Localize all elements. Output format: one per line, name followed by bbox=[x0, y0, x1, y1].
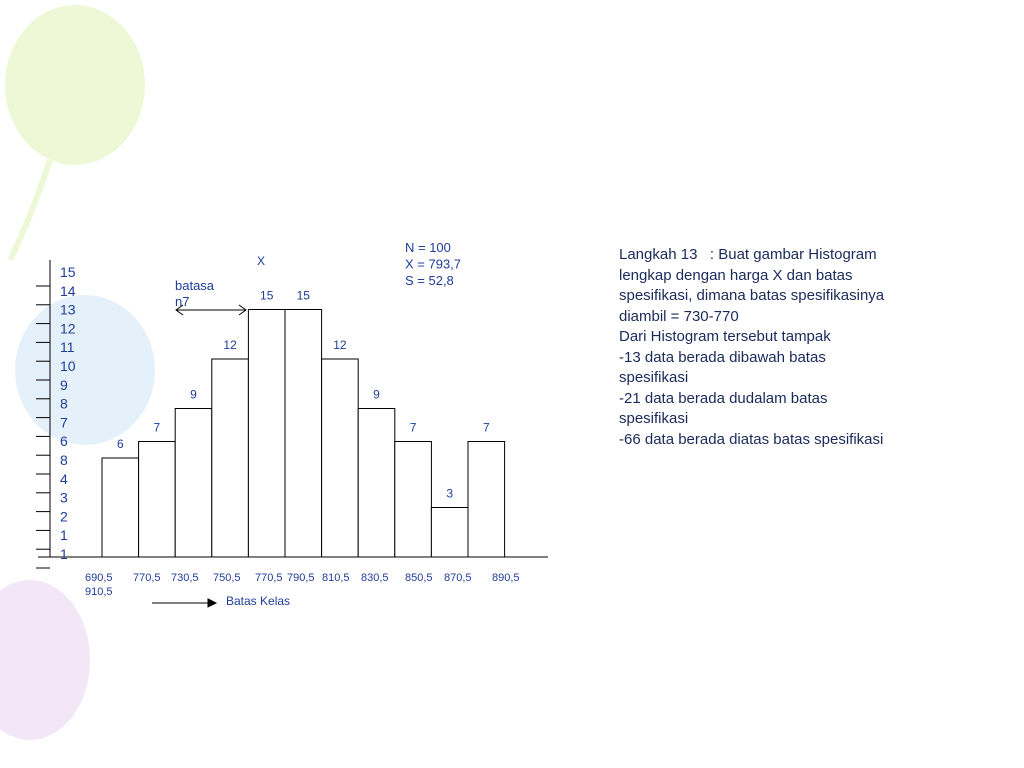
text-line: -66 data berada diatas batas spesifikasi bbox=[619, 430, 884, 448]
bar bbox=[394, 441, 432, 558]
y-axis-label: 15 bbox=[60, 264, 76, 280]
bar-label: 3 bbox=[446, 487, 453, 501]
y-axis-label: 10 bbox=[60, 358, 76, 374]
bar-label: 7 bbox=[410, 421, 417, 435]
x-axis-label: 790,5 bbox=[287, 572, 315, 584]
x-axis-label: 890,5 bbox=[492, 572, 520, 584]
x-axis-label: 770,5 bbox=[133, 572, 161, 584]
bar-label: 7 bbox=[483, 421, 490, 435]
y-axis-label: 11 bbox=[60, 339, 75, 355]
limit-arrow bbox=[175, 304, 247, 316]
bar bbox=[247, 309, 286, 558]
bar bbox=[138, 441, 176, 558]
stat: N = 100 bbox=[405, 240, 451, 255]
bar-label: 6 bbox=[117, 437, 124, 451]
text-line: Dari Histogram tersebut tampak bbox=[619, 328, 831, 345]
bar bbox=[211, 358, 249, 558]
balloon-decoration bbox=[0, 5, 155, 740]
y-axis-label: 1 bbox=[60, 527, 68, 543]
y-axis-label: 7 bbox=[60, 414, 68, 430]
bar-label: 15 bbox=[260, 289, 274, 303]
mean-label: X bbox=[257, 254, 265, 268]
y-axis-label: 13 bbox=[60, 302, 76, 318]
text-line: diambil = 730-770 bbox=[619, 307, 739, 325]
y-axis-label: 12 bbox=[60, 320, 76, 336]
bar bbox=[101, 457, 140, 558]
x-axis-label: 830,5 bbox=[361, 572, 389, 584]
y-axis-label: 1 bbox=[60, 546, 68, 562]
bar-label: 7 bbox=[154, 421, 161, 435]
x-axis-label: Batas Kelas bbox=[226, 594, 290, 608]
xlabel-arrow bbox=[152, 598, 218, 608]
balloon-string bbox=[7, 159, 53, 262]
x-axis-label: 850,5 bbox=[405, 572, 433, 584]
bar-label: 9 bbox=[190, 388, 197, 402]
y-axis-label: 8 bbox=[60, 452, 68, 468]
y-axis-label: 3 bbox=[60, 490, 68, 506]
x-axis-label: 870,5 bbox=[444, 572, 472, 584]
y-axis-label: 4 bbox=[60, 471, 68, 487]
bar bbox=[467, 441, 506, 558]
stat: S = 52,8 bbox=[405, 273, 454, 288]
y-axis-label: 14 bbox=[60, 283, 76, 299]
x-axis-label: 910,5 bbox=[85, 586, 113, 598]
y-axis-label: 2 bbox=[60, 508, 68, 524]
x-axis-label: 770,5 bbox=[255, 572, 283, 584]
bar-label: 15 bbox=[297, 289, 311, 303]
bar bbox=[357, 408, 396, 558]
x-axis-label: 690,5 bbox=[85, 572, 113, 584]
bar bbox=[174, 408, 213, 558]
stat: X = 793,7 bbox=[405, 257, 461, 272]
bar-label: 9 bbox=[373, 388, 380, 402]
limit-label: batasa n7 bbox=[175, 278, 215, 309]
text-line: -13 data berada dibawah batas bbox=[619, 348, 826, 366]
text-line: spesifikasi bbox=[619, 369, 689, 386]
bar bbox=[284, 309, 323, 558]
y-axis-label: 9 bbox=[60, 377, 68, 393]
bar bbox=[321, 358, 359, 558]
balloon bbox=[15, 295, 155, 445]
x-axis-label: 730,5 bbox=[171, 572, 199, 584]
text-line: spesifikasi bbox=[619, 410, 689, 427]
text-line: -21 data berada dudalam batas bbox=[619, 389, 828, 407]
text-line: spesifikasi, dimana batas spesifikasinya bbox=[619, 287, 885, 304]
y-axis-label: 8 bbox=[60, 396, 68, 412]
balloon bbox=[5, 5, 145, 165]
bar bbox=[430, 507, 469, 558]
x-axis-label: 750,5 bbox=[213, 572, 241, 584]
text-line: Langkah 13 : Buat gambar Histogram bbox=[619, 246, 877, 263]
bar-label: 12 bbox=[223, 338, 237, 352]
balloon bbox=[0, 580, 90, 740]
bar-label: 12 bbox=[333, 338, 347, 352]
text-line: lengkap dengan harga X dan batas bbox=[619, 266, 853, 284]
explanation: Langkah 13 : Buat gambar Histogram lengka… bbox=[619, 245, 1019, 450]
y-axis-label: 6 bbox=[60, 433, 68, 449]
x-axis-label: 810,5 bbox=[322, 572, 350, 584]
